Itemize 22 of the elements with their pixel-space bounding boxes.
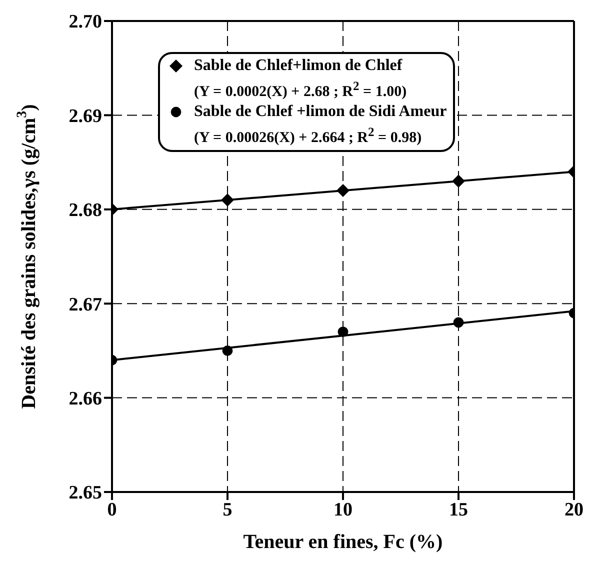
point <box>338 326 348 338</box>
y-tick-label: 2.67 <box>68 294 102 316</box>
point <box>336 184 350 198</box>
x-tick-label: 20 <box>564 499 584 520</box>
y-tick-label: 2.69 <box>68 106 102 127</box>
x-tick-label: 5 <box>222 499 232 520</box>
x-tick-label: 15 <box>449 499 468 520</box>
x-tick-label: 0 <box>107 499 117 520</box>
x-tick-label: 10 <box>334 499 352 520</box>
annotation: (Y = 0.0002(X) + 2.68 ; R$^{2}$ = 1.00) <box>193 78 408 102</box>
annotation: (Y = 0.00026(X) + 2.664 ; R$^{2}$ = 0.98) <box>193 124 423 148</box>
point <box>221 193 234 206</box>
y-tick-label: 2.70 <box>68 12 102 33</box>
point <box>453 317 464 328</box>
x-axis-title: Teneur en fines, Fc (%) <box>243 531 443 553</box>
y-tick-label: 2.66 <box>68 388 102 410</box>
legend-label: Sable de Chlef+limon de Chlef <box>194 56 402 76</box>
y-tick-label: 2.68 <box>68 200 102 222</box>
point <box>222 346 233 356</box>
y-tick-label: 2.65 <box>68 482 102 504</box>
point <box>452 174 465 188</box>
legend-label: Sable de Chlef +limon de Sidi Ameur <box>194 102 447 122</box>
